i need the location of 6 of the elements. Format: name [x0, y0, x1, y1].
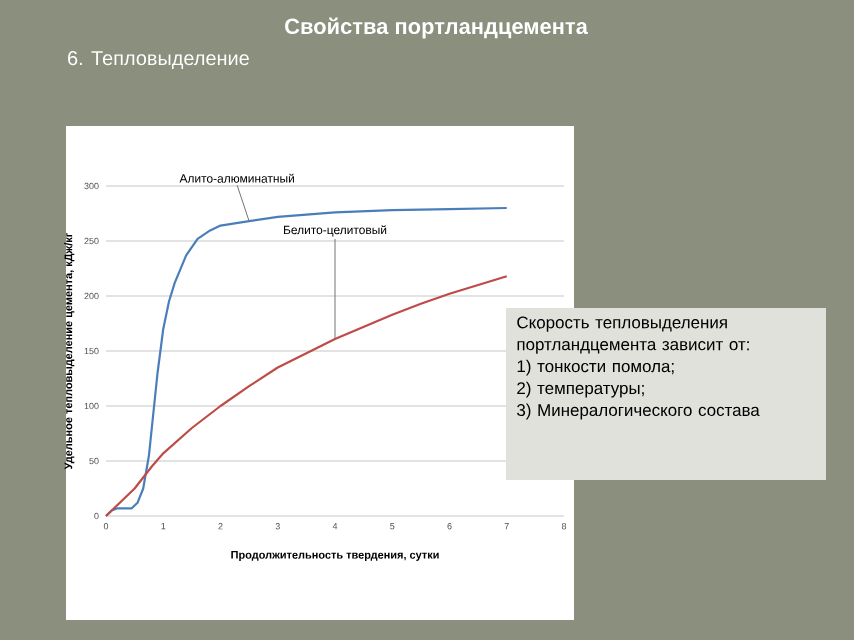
- chart-subtitle: 6. Тепловыделение: [68, 51, 249, 69]
- annotation: 3) Минералогического состава: [517, 403, 760, 420]
- annotation: Скорость тепловыделения портландцемента зависит от:: [517, 316, 749, 354]
- annotation: 2) температуры;: [517, 381, 644, 398]
- annotation: 1) тонкости помола;: [517, 359, 674, 376]
- chart-title: Свойства портландцемента: [285, 17, 588, 39]
